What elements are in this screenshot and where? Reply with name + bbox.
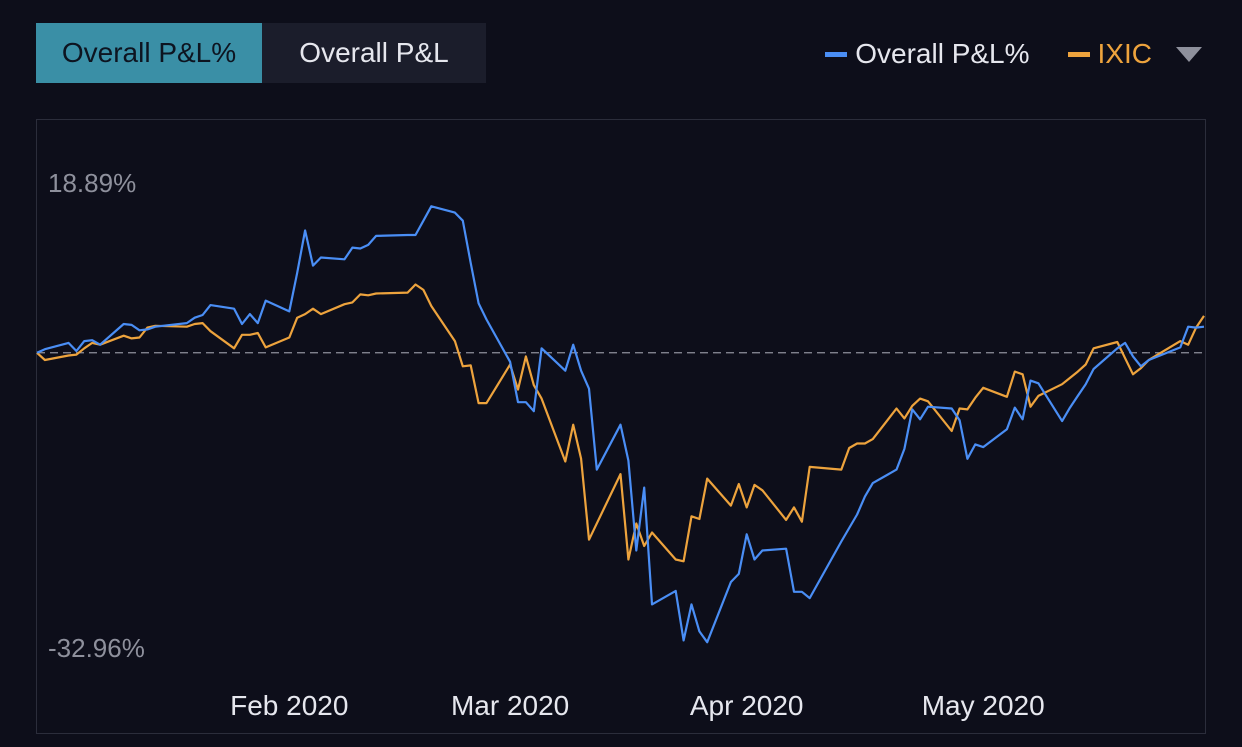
chart-mode-toggle: Overall P&L% Overall P&L [36,23,486,83]
series-line-overall-pl-percent [36,205,1205,644]
chart-legend: Overall P&L% IXIC [825,36,1202,72]
legend-label-ixic: IXIC [1097,38,1152,69]
overall-pl-tab[interactable]: Overall P&L [262,23,486,83]
legend-label-overall-pl-percent: Overall P&L% [855,38,1030,69]
overall-pl-percent-tab[interactable]: Overall P&L% [36,23,262,83]
caret-down-icon[interactable] [1176,46,1202,62]
legend-item-ixic[interactable]: IXIC [1067,38,1152,70]
plot-area [36,119,1206,734]
y-tick-label-min: -32.96% [48,633,145,663]
x-tick-label-mar-2020: Mar 2020 [450,690,570,721]
x-tick-label-feb-2020: Feb 2020 [230,690,349,721]
series-line-ixic [36,283,1205,563]
legend-swatch-ixic [1067,51,1090,57]
y-tick-label-max: 18.89% [48,168,137,198]
x-tick-label-may-2020: May 2020 [921,690,1045,721]
x-tick-label-apr-2020: Apr 2020 [689,690,804,721]
legend-swatch-overall-pl-percent [825,51,848,57]
legend-item-overall-pl-percent[interactable]: Overall P&L% [825,38,1030,70]
